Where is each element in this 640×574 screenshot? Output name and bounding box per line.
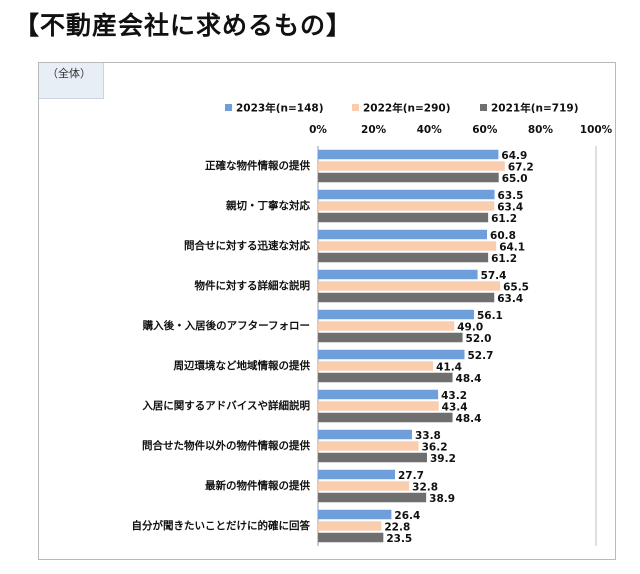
category-label-9: 最新の物件情報の提供 xyxy=(205,479,310,492)
bar-9-series-1 xyxy=(318,469,396,480)
value-label-5-series-1: 56.1 xyxy=(477,310,503,322)
bar-5-series-2 xyxy=(318,321,455,331)
bar-3-series-3 xyxy=(318,252,489,263)
value-label-9-series-2: 32.8 xyxy=(412,481,438,493)
value-label-5-series-2: 49.0 xyxy=(457,321,483,333)
bar-5-series-1 xyxy=(318,309,474,320)
value-label-4-series-2: 65.5 xyxy=(503,281,529,293)
value-label-7-series-2: 43.4 xyxy=(442,401,468,413)
bar-9-series-3 xyxy=(318,492,427,503)
value-label-6-series-3: 48.4 xyxy=(456,373,482,385)
category-label-10: 自分が聞きたいことだけに的確に回答 xyxy=(132,519,311,532)
bar-3-series-2 xyxy=(318,241,497,251)
category-label-8: 問合せた物件以外の物件情報の提供 xyxy=(142,439,310,452)
x-tick-label-80: 80% xyxy=(528,124,554,136)
bar-9-series-2 xyxy=(318,481,410,491)
page-title: 【不動産会社に求めるもの】 xyxy=(14,11,353,40)
value-label-3-series-1: 60.8 xyxy=(490,230,516,242)
value-label-7-series-3: 48.4 xyxy=(456,413,482,425)
value-label-2-series-3: 61.2 xyxy=(491,213,517,225)
category-label-7: 入居に関するアドバイスや詳細説明 xyxy=(142,399,310,412)
bar-4-series-2 xyxy=(318,281,501,291)
bar-7-series-3 xyxy=(318,412,453,423)
bar-7-series-2 xyxy=(318,401,439,411)
legend-swatch-2 xyxy=(352,104,359,111)
value-label-2-series-1: 63.5 xyxy=(498,190,524,202)
bar-8-series-2 xyxy=(318,441,419,451)
value-label-1-series-2: 67.2 xyxy=(508,161,534,173)
bar-1-series-1 xyxy=(318,149,499,160)
category-label-2: 親切・丁寧な対応 xyxy=(226,199,310,212)
legend-label-3: 2021年(n=719) xyxy=(491,102,579,115)
legend-label-2: 2022年(n=290) xyxy=(363,102,451,115)
bar-10-series-1 xyxy=(318,509,392,520)
value-label-10-series-3: 23.5 xyxy=(386,533,412,545)
legend-swatch-3 xyxy=(480,104,487,111)
x-tick-label-60: 60% xyxy=(472,124,498,136)
x-tick-label-100: 100% xyxy=(580,124,613,136)
x-tick-label-0: 0% xyxy=(309,124,327,136)
value-label-4-series-3: 63.4 xyxy=(497,293,523,305)
value-label-9-series-3: 38.9 xyxy=(429,493,455,505)
value-label-8-series-3: 39.2 xyxy=(430,453,456,465)
value-label-6-series-2: 41.4 xyxy=(436,361,462,373)
value-label-9-series-1: 27.7 xyxy=(398,470,424,482)
x-tick-label-40: 40% xyxy=(417,124,443,136)
bar-5-series-3 xyxy=(318,332,463,343)
value-label-3-series-2: 64.1 xyxy=(499,241,525,253)
bar-7-series-1 xyxy=(318,389,439,400)
value-label-1-series-1: 64.9 xyxy=(501,150,527,162)
value-label-2-series-2: 63.4 xyxy=(497,201,523,213)
value-label-3-series-3: 61.2 xyxy=(491,253,517,265)
bar-6-series-2 xyxy=(318,361,434,371)
legend-label-1: 2023年(n=148) xyxy=(236,102,324,115)
category-label-5: 購入後・入居後のアフターフォロー xyxy=(142,319,310,332)
bar-8-series-3 xyxy=(318,452,427,463)
value-label-8-series-1: 33.8 xyxy=(415,430,441,442)
category-label-3: 問合せに対する迅速な対応 xyxy=(184,239,310,252)
x-tick-label-20: 20% xyxy=(361,124,387,136)
bar-1-series-3 xyxy=(318,172,499,183)
value-label-6-series-1: 52.7 xyxy=(468,350,494,362)
bar-4-series-3 xyxy=(318,292,495,303)
bar-6-series-1 xyxy=(318,349,465,360)
bar-chart: 2023年(n=148) 2022年(n=290) 2021年(n=719) 0% 20… xyxy=(132,102,613,546)
bar-8-series-1 xyxy=(318,429,412,440)
bar-2-series-2 xyxy=(318,201,495,211)
bar-6-series-3 xyxy=(318,372,453,383)
category-label-6: 周辺環境など地域情報の提供 xyxy=(174,359,311,372)
value-label-5-series-3: 52.0 xyxy=(466,333,492,345)
bar-10-series-2 xyxy=(318,521,382,531)
bar-2-series-3 xyxy=(318,212,489,223)
legend-swatch-1 xyxy=(225,104,232,111)
bar-1-series-2 xyxy=(318,161,505,171)
value-label-4-series-1: 57.4 xyxy=(481,270,507,282)
category-label-4: 物件に対する詳細な説明 xyxy=(195,279,311,292)
bar-2-series-1 xyxy=(318,189,495,200)
bar-10-series-3 xyxy=(318,532,384,543)
value-label-10-series-2: 22.8 xyxy=(384,521,410,533)
value-label-8-series-2: 36.2 xyxy=(422,441,448,453)
bar-4-series-1 xyxy=(318,269,478,280)
scope-label: （全体） xyxy=(39,63,104,99)
value-label-10-series-1: 26.4 xyxy=(394,510,420,522)
value-label-7-series-1: 43.2 xyxy=(441,390,467,402)
value-label-1-series-3: 65.0 xyxy=(502,173,528,185)
chart-frame: （全体） 2023年(n=148) 2022年(n=290) 2021年(n=719… xyxy=(38,62,616,560)
bar-3-series-1 xyxy=(318,229,488,240)
category-label-1: 正確な物件情報の提供 xyxy=(205,159,310,172)
